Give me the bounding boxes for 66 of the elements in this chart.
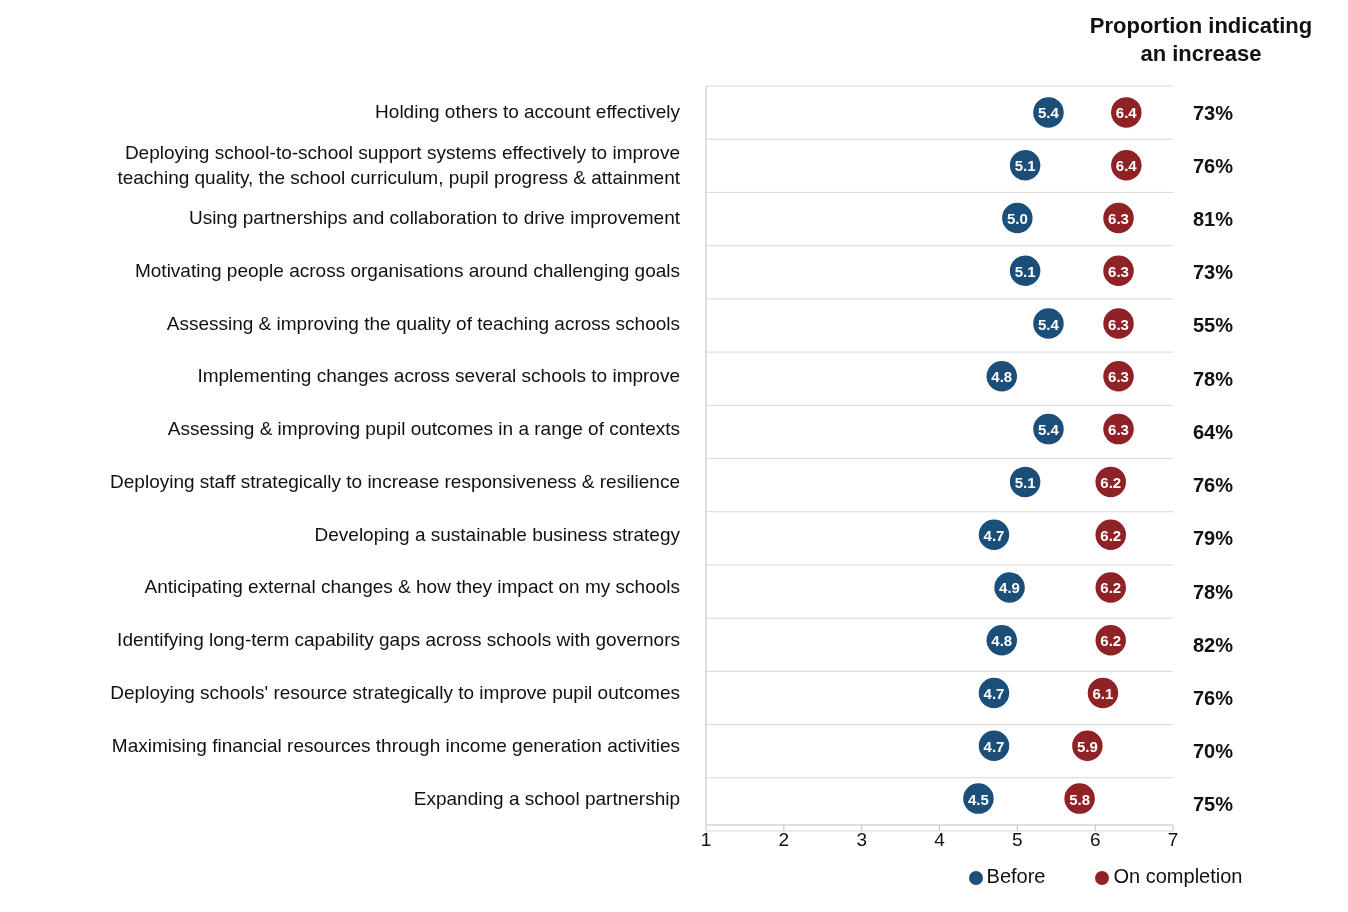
- y-tick-label: Developing a sustainable business strategy: [314, 523, 681, 545]
- data-label: 4.9: [999, 579, 1020, 597]
- data-label: 4.7: [983, 737, 1005, 755]
- data-label: 6.4: [1115, 104, 1138, 122]
- y-tick-label: Identifying long-term capability gaps across schools with governors: [117, 629, 680, 651]
- data-label: 5.4: [1038, 421, 1060, 439]
- text: 64%: [1193, 419, 1234, 445]
- y-tick-label: Assessing & improving pupil outcomes in a range of contexts: [167, 418, 680, 440]
- data-label: 4.8: [991, 368, 1013, 386]
- legend-label: On completion: [1113, 865, 1243, 887]
- y-tick-label: Maximising financial resources through income generation activities: [111, 734, 680, 756]
- text: 76%: [1193, 473, 1234, 499]
- data-label: 5.1: [1014, 157, 1036, 175]
- data-label: 5.1: [1014, 473, 1036, 491]
- x-tick-label: 6: [1089, 829, 1101, 851]
- legend-label: Before: [986, 865, 1046, 887]
- text: 81%: [1193, 207, 1234, 233]
- data-label: 5.4: [1038, 315, 1060, 333]
- x-tick-label: 1: [700, 829, 712, 851]
- text: 82%: [1193, 632, 1234, 658]
- data-label: 5.8: [1069, 790, 1091, 808]
- data-label: 4.7: [983, 685, 1005, 703]
- data-label: 6.4: [1115, 157, 1138, 175]
- y-tick-label: Deploying school-to-school support systems effectively to improve teaching quality, the school curriculum, pupil progress & attainment: [117, 142, 681, 189]
- data-label: 6.3: [1108, 315, 1129, 333]
- x-tick-label: 4: [934, 829, 946, 851]
- data-label: 6.3: [1108, 209, 1129, 227]
- y-tick-label: Deploying staff strategically to increase responsiveness & resilience: [110, 470, 680, 492]
- y-tick-label: Expanding a school partnership: [413, 787, 680, 809]
- text: 75%: [1193, 792, 1234, 818]
- data-label: 5.0: [1006, 209, 1028, 227]
- text: 78%: [1193, 366, 1234, 392]
- y-tick-label: Deploying schools' resource strategically to improve pupil outcomes: [110, 682, 680, 704]
- text: 73%: [1193, 100, 1234, 126]
- data-label: 5.9: [1076, 737, 1098, 755]
- text: 73%: [1193, 260, 1234, 286]
- text: Proportion indicating an increase: [1088, 12, 1314, 68]
- data-label: 6.2: [1100, 473, 1122, 491]
- text: 70%: [1193, 739, 1234, 765]
- data-label: 6.3: [1108, 421, 1129, 439]
- text: 76%: [1193, 685, 1234, 711]
- data-label: 5.4: [1038, 104, 1060, 122]
- y-tick-label: Assessing & improving the quality of teaching across schools: [166, 312, 680, 334]
- y-tick-label: Using partnerships and collaboration to drive improvement: [188, 206, 681, 228]
- data-label: 6.3: [1108, 368, 1129, 386]
- y-tick-label: Anticipating external changes & how they impact on my schools: [144, 576, 680, 598]
- y-tick-label: Holding others to account effectively: [375, 101, 681, 123]
- x-tick-label: 7: [1167, 829, 1179, 851]
- data-label: 6.1: [1092, 685, 1114, 703]
- text: 55%: [1193, 313, 1234, 339]
- data-label: 6.2: [1100, 526, 1122, 544]
- x-tick-label: 5: [1012, 829, 1023, 851]
- y-tick-label: Implementing changes across several schools to improve: [197, 365, 680, 387]
- text: 79%: [1193, 526, 1234, 552]
- data-label: 6.2: [1100, 632, 1122, 650]
- data-label: 6.2: [1100, 579, 1122, 597]
- data-label: 4.5: [967, 790, 989, 808]
- data-label: 6.3: [1108, 262, 1129, 280]
- text: 78%: [1193, 579, 1234, 605]
- x-tick-label: 3: [856, 829, 867, 851]
- data-label: 5.1: [1014, 262, 1036, 280]
- y-tick-label: Motivating people across organisations around challenging goals: [134, 259, 680, 281]
- data-label: 4.7: [983, 526, 1005, 544]
- x-tick-label: 2: [778, 829, 790, 851]
- data-label: 4.8: [991, 632, 1013, 650]
- text: 76%: [1193, 153, 1234, 179]
